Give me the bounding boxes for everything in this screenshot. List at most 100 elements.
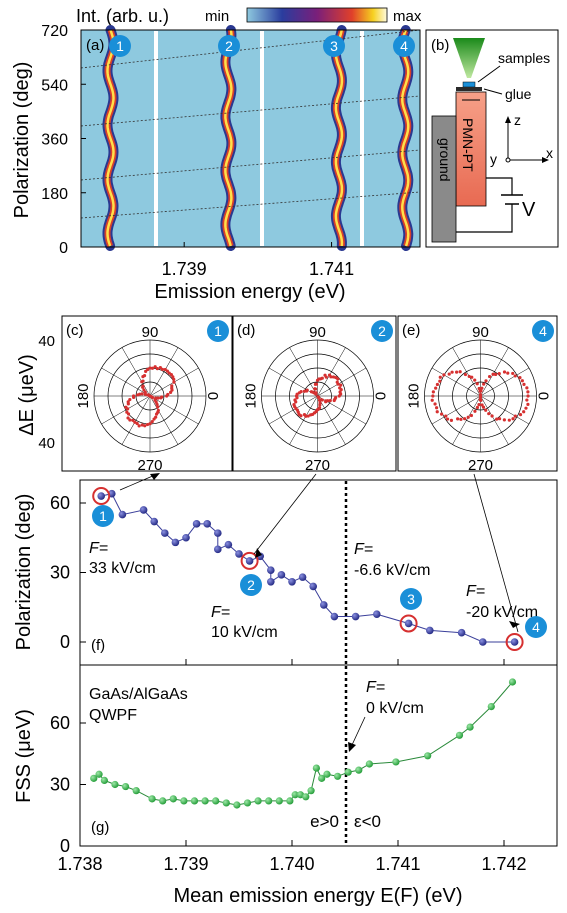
polar-rtick-top: 40	[38, 333, 55, 350]
data-point	[180, 797, 187, 804]
number-badge: 3	[400, 588, 422, 610]
ytick-label: 0	[59, 240, 68, 257]
polar-panel: (c) 90270180 01	[62, 316, 232, 474]
data-point	[466, 724, 473, 731]
xtick-label: 1.739	[163, 854, 208, 874]
annotation-f4: F= -20 kV/cm	[466, 583, 538, 621]
polar-point	[468, 375, 471, 378]
data-point	[193, 520, 201, 528]
polar-point	[487, 412, 490, 415]
data-point	[302, 793, 309, 800]
badge-number: 4	[539, 323, 547, 339]
angle-label-270: 270	[468, 457, 493, 474]
polar-point	[433, 402, 436, 405]
polar-point	[518, 376, 521, 379]
polar-panel-label: (e)	[402, 322, 420, 339]
polar-point	[508, 419, 511, 422]
annotation-f-value: -6.6 kV/cm	[354, 562, 430, 579]
polar-point	[459, 418, 462, 421]
data-point	[405, 620, 413, 628]
polar-point	[132, 396, 135, 399]
data-point	[214, 529, 222, 537]
polar-point	[473, 379, 476, 382]
data-point	[254, 797, 261, 804]
data-point	[265, 797, 272, 804]
annotation-f-value: -20 kV/cm	[466, 604, 538, 621]
panel-f-ylabel: Polarization (deg)	[13, 494, 35, 651]
polar-point	[448, 372, 451, 375]
polar-point	[336, 381, 339, 384]
polar-point	[126, 407, 129, 410]
badge-number: 2	[225, 38, 233, 54]
number-badge: 4	[393, 35, 415, 57]
data-point	[97, 492, 105, 500]
polar-point	[525, 398, 528, 401]
polar-point	[503, 370, 506, 373]
polar-point	[463, 417, 466, 420]
samples-label: samples	[498, 50, 550, 66]
angle-label-0: 0	[536, 392, 553, 400]
panel-b: (b) samples glue PMN-PT ground z x y V	[426, 30, 558, 247]
polar-point	[442, 373, 445, 376]
data-point	[309, 583, 317, 591]
polar-point	[521, 379, 524, 382]
data-point	[182, 534, 190, 542]
ytick-label: 60	[50, 493, 70, 513]
badge-number: 2	[247, 577, 255, 593]
data-point	[267, 578, 275, 586]
polar-point	[128, 418, 131, 421]
xtick-label: 1.741	[375, 854, 420, 874]
badge-number: 4	[532, 619, 540, 635]
ytick-label: 360	[41, 132, 68, 149]
pointer-lines	[120, 474, 518, 632]
data-point	[307, 787, 314, 794]
panel-label-f: (f)	[91, 637, 105, 654]
xtick-label: 1.740	[269, 854, 314, 874]
polar-point	[522, 383, 525, 386]
glue-layer	[456, 87, 482, 91]
polar-point	[477, 403, 480, 406]
voltage-label: V	[522, 199, 536, 221]
ground-label: ground	[437, 138, 453, 182]
colorbar: Int. (arb. u.) min max	[76, 6, 422, 26]
polar-point	[524, 407, 527, 410]
badge-number: 1	[116, 38, 124, 54]
angle-label-270: 270	[137, 457, 162, 474]
strain-positive-label: e>0	[310, 812, 339, 831]
panel-label-b: (b)	[431, 37, 449, 54]
data-point	[150, 518, 158, 526]
polar-point	[329, 399, 332, 402]
polar-point	[498, 417, 501, 420]
pmn-pt-label: PMN-PT	[460, 118, 476, 172]
ytick-label: 540	[41, 77, 68, 94]
polar-point	[156, 397, 159, 400]
angle-label-90: 90	[472, 324, 489, 341]
annotation-f-value: 33 kV/cm	[89, 560, 156, 577]
polar-rtick-bottom: 40	[38, 435, 55, 452]
polar-point	[506, 372, 509, 375]
ytick-label: 180	[41, 186, 68, 203]
data-point	[225, 541, 233, 549]
zero-field-symbol: F=	[366, 679, 385, 696]
data-point	[286, 797, 293, 804]
ytick-label: 30	[50, 775, 70, 795]
colorbar-min-label: min	[205, 8, 229, 25]
polar-point	[455, 371, 458, 374]
data-point	[313, 765, 320, 772]
xtick-label: 1.739	[162, 259, 207, 279]
polar-point	[143, 424, 146, 427]
data-point	[119, 511, 127, 519]
annotation-f-value: 10 kV/cm	[211, 624, 278, 641]
polar-point	[172, 381, 175, 384]
polar-point	[144, 370, 147, 373]
polar-point	[154, 416, 157, 419]
ytick-label: 60	[50, 713, 70, 733]
data-point	[320, 601, 328, 609]
panel-g-yticks: 03060	[50, 713, 86, 856]
shared-xlabel: Mean emission energy E(F) (eV)	[174, 885, 463, 907]
polar-point	[480, 387, 483, 390]
polar-point	[514, 374, 517, 377]
data-point	[334, 773, 341, 780]
polar-point	[314, 383, 317, 386]
badge-number: 1	[214, 323, 222, 339]
